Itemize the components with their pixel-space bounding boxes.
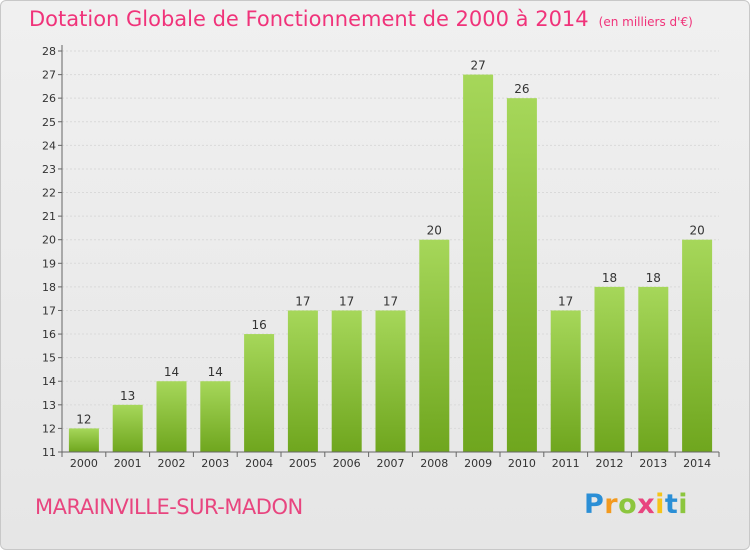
bar-value-label: 14 bbox=[208, 365, 223, 379]
logo-letter: o bbox=[618, 489, 638, 520]
y-tick-label: 28 bbox=[42, 45, 56, 58]
x-tick-label: 2003 bbox=[201, 457, 229, 470]
y-tick-label: 23 bbox=[42, 163, 56, 176]
bar bbox=[419, 239, 450, 452]
x-tick-label: 2005 bbox=[289, 457, 317, 470]
bar bbox=[244, 334, 275, 452]
logo-letter: x bbox=[637, 489, 656, 520]
bar bbox=[375, 310, 406, 452]
x-tick-label: 2014 bbox=[683, 457, 711, 470]
bar bbox=[682, 239, 713, 452]
bar-value-label: 14 bbox=[164, 365, 179, 379]
y-tick-label: 16 bbox=[42, 328, 56, 341]
x-tick-label: 2001 bbox=[114, 457, 142, 470]
bar-value-label: 17 bbox=[383, 294, 398, 308]
bar-value-label: 17 bbox=[339, 294, 354, 308]
y-tick-label: 21 bbox=[42, 210, 56, 223]
bar-value-label: 27 bbox=[470, 59, 485, 73]
chart-title-text: Dotation Globale de Fonctionnement de 20… bbox=[29, 7, 589, 31]
bar-value-label: 20 bbox=[427, 224, 442, 238]
bar-value-label: 18 bbox=[602, 271, 617, 285]
y-tick-label: 20 bbox=[42, 234, 56, 247]
y-tick-label: 11 bbox=[42, 446, 56, 459]
y-tick-label: 17 bbox=[42, 304, 56, 317]
bar bbox=[112, 404, 143, 452]
x-tick-label: 2011 bbox=[552, 457, 580, 470]
bar bbox=[594, 286, 625, 452]
x-tick-label: 2010 bbox=[508, 457, 536, 470]
bars: 12 13 14 14 16 17 17 17 20 27 26 17 18 18 20 bbox=[68, 59, 713, 453]
bar-value-label: 26 bbox=[514, 82, 529, 96]
x-axis-ticks: 2000 2001 2002 2003 2004 2005 2006 2007 2008 2009… bbox=[61, 452, 720, 470]
y-tick-label: 15 bbox=[42, 352, 56, 365]
y-tick-label: 19 bbox=[42, 257, 56, 270]
bar bbox=[550, 310, 581, 452]
bar bbox=[638, 286, 669, 452]
chart-unit: (en milliers d'€) bbox=[598, 15, 693, 29]
x-tick-label: 2012 bbox=[596, 457, 624, 470]
chart-title: Dotation Globale de Fonctionnement de 20… bbox=[29, 7, 693, 31]
y-tick-label: 12 bbox=[42, 422, 56, 435]
bar bbox=[287, 310, 318, 452]
bar-value-label: 12 bbox=[76, 412, 91, 426]
y-tick-label: 13 bbox=[42, 399, 56, 412]
y-tick-label: 14 bbox=[42, 375, 56, 388]
y-tick-label: 25 bbox=[42, 116, 56, 129]
logo-letter: P bbox=[584, 489, 605, 520]
x-tick-label: 2000 bbox=[70, 457, 98, 470]
bar-value-label: 18 bbox=[646, 271, 661, 285]
x-tick-label: 2013 bbox=[639, 457, 667, 470]
bar bbox=[68, 428, 99, 452]
y-tick-label: 18 bbox=[42, 281, 56, 294]
commune-name: MARAINVILLE-SUR-MADON bbox=[35, 495, 303, 519]
bar-value-label: 17 bbox=[558, 294, 573, 308]
bar bbox=[331, 310, 362, 452]
logo-letter: i bbox=[678, 489, 689, 520]
x-tick-label: 2009 bbox=[464, 457, 492, 470]
proxiti-logo: Proxiti bbox=[584, 489, 688, 520]
x-tick-label: 2008 bbox=[420, 457, 448, 470]
y-axis-ticks: 11 12 13 14 15 16 17 18 19 20 21 22 23 24 25 26 27 28 bbox=[42, 45, 62, 459]
x-tick-label: 2006 bbox=[333, 457, 361, 470]
logo-letter: r bbox=[604, 489, 619, 520]
bar bbox=[156, 381, 187, 452]
y-tick-label: 26 bbox=[42, 92, 56, 105]
y-tick-label: 22 bbox=[42, 187, 56, 200]
bar bbox=[506, 98, 537, 453]
y-tick-label: 24 bbox=[42, 139, 56, 152]
bar-value-label: 16 bbox=[251, 318, 266, 332]
bar-value-label: 17 bbox=[295, 294, 310, 308]
bar-value-label: 13 bbox=[120, 389, 135, 403]
x-tick-label: 2002 bbox=[158, 457, 186, 470]
bar-value-label: 20 bbox=[689, 224, 704, 238]
logo-letter: i bbox=[655, 489, 665, 520]
bar bbox=[200, 381, 231, 452]
x-tick-label: 2007 bbox=[377, 457, 405, 470]
y-tick-label: 27 bbox=[42, 69, 56, 82]
logo-letter: t bbox=[664, 489, 679, 520]
bar bbox=[463, 74, 494, 453]
x-tick-label: 2004 bbox=[245, 457, 273, 470]
